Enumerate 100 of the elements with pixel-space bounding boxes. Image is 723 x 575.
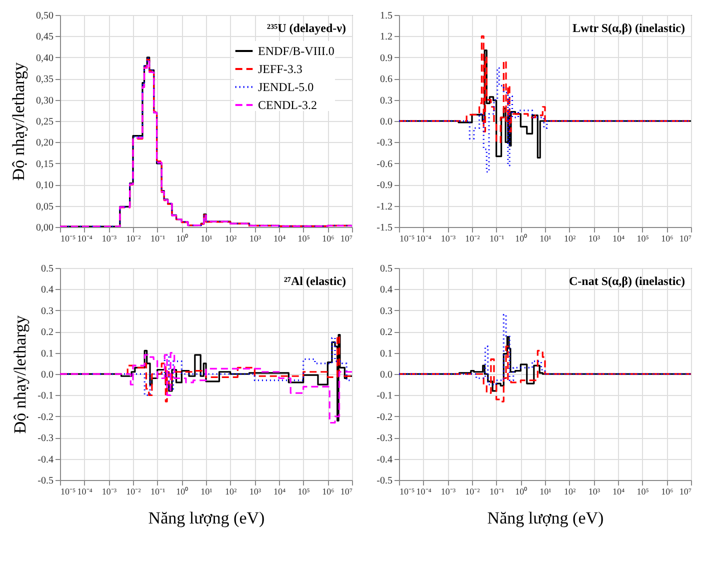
x-tick-label: 10⁷ <box>340 486 352 496</box>
y-tick-label: 0,30 <box>36 95 54 106</box>
y-tick-label: 0.2 <box>41 327 54 338</box>
text: ²⁷Al (elastic) <box>284 274 346 288</box>
x-tick-label: 10⁻² <box>126 486 142 496</box>
x-tick-label: 10⁰ <box>176 486 188 496</box>
x-tick-label: 10² <box>224 486 237 496</box>
x-tick-label: 10³ <box>588 486 600 496</box>
x-tick-label: 10⁵ <box>636 234 649 244</box>
y-tick-label: -1.2 <box>376 201 392 212</box>
y-tick-label: -0.2 <box>376 412 392 423</box>
x-tick-label: 10⁶ <box>322 486 334 496</box>
y-tick-label: 0.3 <box>380 306 392 317</box>
x-tick-label: 10³ <box>249 234 262 244</box>
y-tick-label: 0,10 <box>36 180 54 192</box>
x-tick-label: 10¹ <box>540 234 552 244</box>
x-tick-label: 10⁻² <box>465 234 480 244</box>
y-tick-label: -0.4 <box>376 454 392 466</box>
x-tick-label: 10⁴ <box>273 234 286 244</box>
x-tick-label: 10⁻⁴ <box>416 234 432 244</box>
y-tick-label: 0.5 <box>41 264 54 274</box>
y-axis-title: Độ nhạy/lethargy <box>9 62 28 181</box>
x-tick-label: 10⁰ <box>176 234 188 244</box>
legend-label: CENDL-3.2 <box>258 98 317 112</box>
x-tick-label: 10⁻³ <box>440 234 456 244</box>
x-tick-label: 10⁴ <box>612 234 625 244</box>
y-tick-label: 0.9 <box>380 52 392 64</box>
x-tick-label: 10¹ <box>540 486 552 496</box>
x-tick-label: 10⁻³ <box>440 486 456 496</box>
y-tick-label: 0,25 <box>36 116 54 128</box>
x-tick-label: 10⁴ <box>612 486 625 496</box>
y-tick-label: -0.3 <box>376 433 392 444</box>
x-tick-label: 10⁻⁵ <box>60 486 76 496</box>
x-tick-label: 10⁻³ <box>102 486 117 496</box>
x-tick-label: 10⁻⁴ <box>77 486 92 496</box>
y-tick-label: 0,00 <box>36 222 54 234</box>
x-tick-label: 10⁻¹ <box>489 234 504 244</box>
y-tick-label: 0,50 <box>36 10 54 22</box>
x-tick-label: 10⁴ <box>273 486 286 496</box>
y-tick-label: 0,20 <box>36 138 54 149</box>
x-tick-label: 10⁶ <box>322 234 334 244</box>
x-tick-label: 10⁵ <box>298 234 310 244</box>
y-tick-label: -0.5 <box>38 476 54 486</box>
y-tick-label: 0.3 <box>41 306 54 317</box>
y-tick-label: 1.2 <box>380 32 392 43</box>
y-tick-label: 0.3 <box>380 95 392 106</box>
y-tick-label: -0.9 <box>376 180 392 192</box>
x-tick-label: 10⁻⁵ <box>400 234 415 244</box>
x-tick-label: 10⁻⁴ <box>77 234 92 244</box>
y-tick-label: 0,05 <box>36 201 54 212</box>
y-tick-label: -0.5 <box>376 476 392 486</box>
y-tick-label: -0.1 <box>376 390 392 402</box>
x-tick-label: 10⁻² <box>126 234 142 244</box>
x-tick-label: 10⁻² <box>465 486 480 496</box>
x-tick-label: 10⁶ <box>661 486 674 496</box>
text: C-nat S(α,β) (inelastic) <box>568 274 685 288</box>
y-tick-label: 0.0 <box>380 116 392 128</box>
x-tick-label: 10² <box>564 486 576 496</box>
text: ²³⁵U (delayed-ν) <box>266 21 346 35</box>
x-axis-title: Năng lượng (eV) <box>148 508 265 528</box>
y-tick-label: 0.1 <box>380 348 392 360</box>
y-tick-label: -0.3 <box>38 433 54 444</box>
x-tick-label: 10⁻⁵ <box>60 234 76 244</box>
x-tick-label: 10² <box>564 234 576 244</box>
y-tick-label: 1.5 <box>380 10 392 22</box>
x-tick-label: 10⁷ <box>340 234 352 244</box>
x-tick-label: 10⁻³ <box>102 234 117 244</box>
x-tick-label: 10⁷ <box>679 486 692 496</box>
y-axis-title: Độ nhạy/lethargy <box>10 314 30 434</box>
x-tick-label: 10⁰ <box>515 234 528 244</box>
y-tick-label: -0.2 <box>38 412 54 423</box>
legend-label: JEFF-3.3 <box>258 62 302 76</box>
y-tick-label: -0.3 <box>376 138 392 149</box>
x-tick-label: 10³ <box>588 234 600 244</box>
x-tick-label: 10⁻⁵ <box>400 486 415 496</box>
y-tick-label: 0.4 <box>380 284 392 296</box>
y-tick-label: 0,15 <box>36 158 54 170</box>
y-tick-label: -0.4 <box>38 454 54 466</box>
x-axis-title: Năng lượng (eV) <box>487 508 604 528</box>
x-tick-label: 10⁻¹ <box>489 486 504 496</box>
x-tick-label: 10⁷ <box>679 234 692 244</box>
y-tick-label: 0.0 <box>380 370 392 380</box>
y-tick-label: 0.1 <box>41 348 54 360</box>
x-tick-label: 10⁻⁴ <box>416 486 432 496</box>
y-tick-label: 0.6 <box>380 74 392 86</box>
x-tick-label: 10² <box>224 234 237 244</box>
y-tick-label: -1.5 <box>376 222 392 234</box>
y-tick-label: 0,35 <box>36 74 54 86</box>
y-tick-label: 0.0 <box>41 370 54 380</box>
x-tick-label: 10⁻¹ <box>150 234 166 244</box>
x-tick-label: 10⁻¹ <box>150 486 166 496</box>
legend-label: ENDF/B-VIII.0 <box>258 44 334 58</box>
x-tick-label: 10⁶ <box>661 234 674 244</box>
y-tick-label: 0.4 <box>41 284 54 296</box>
x-tick-label: 10⁵ <box>636 486 649 496</box>
y-tick-label: -0.1 <box>38 390 54 402</box>
x-tick-label: 10⁵ <box>298 486 310 496</box>
y-tick-label: 0,40 <box>36 52 54 64</box>
x-tick-label: 10¹ <box>200 234 213 244</box>
y-tick-label: 0.2 <box>380 327 392 338</box>
